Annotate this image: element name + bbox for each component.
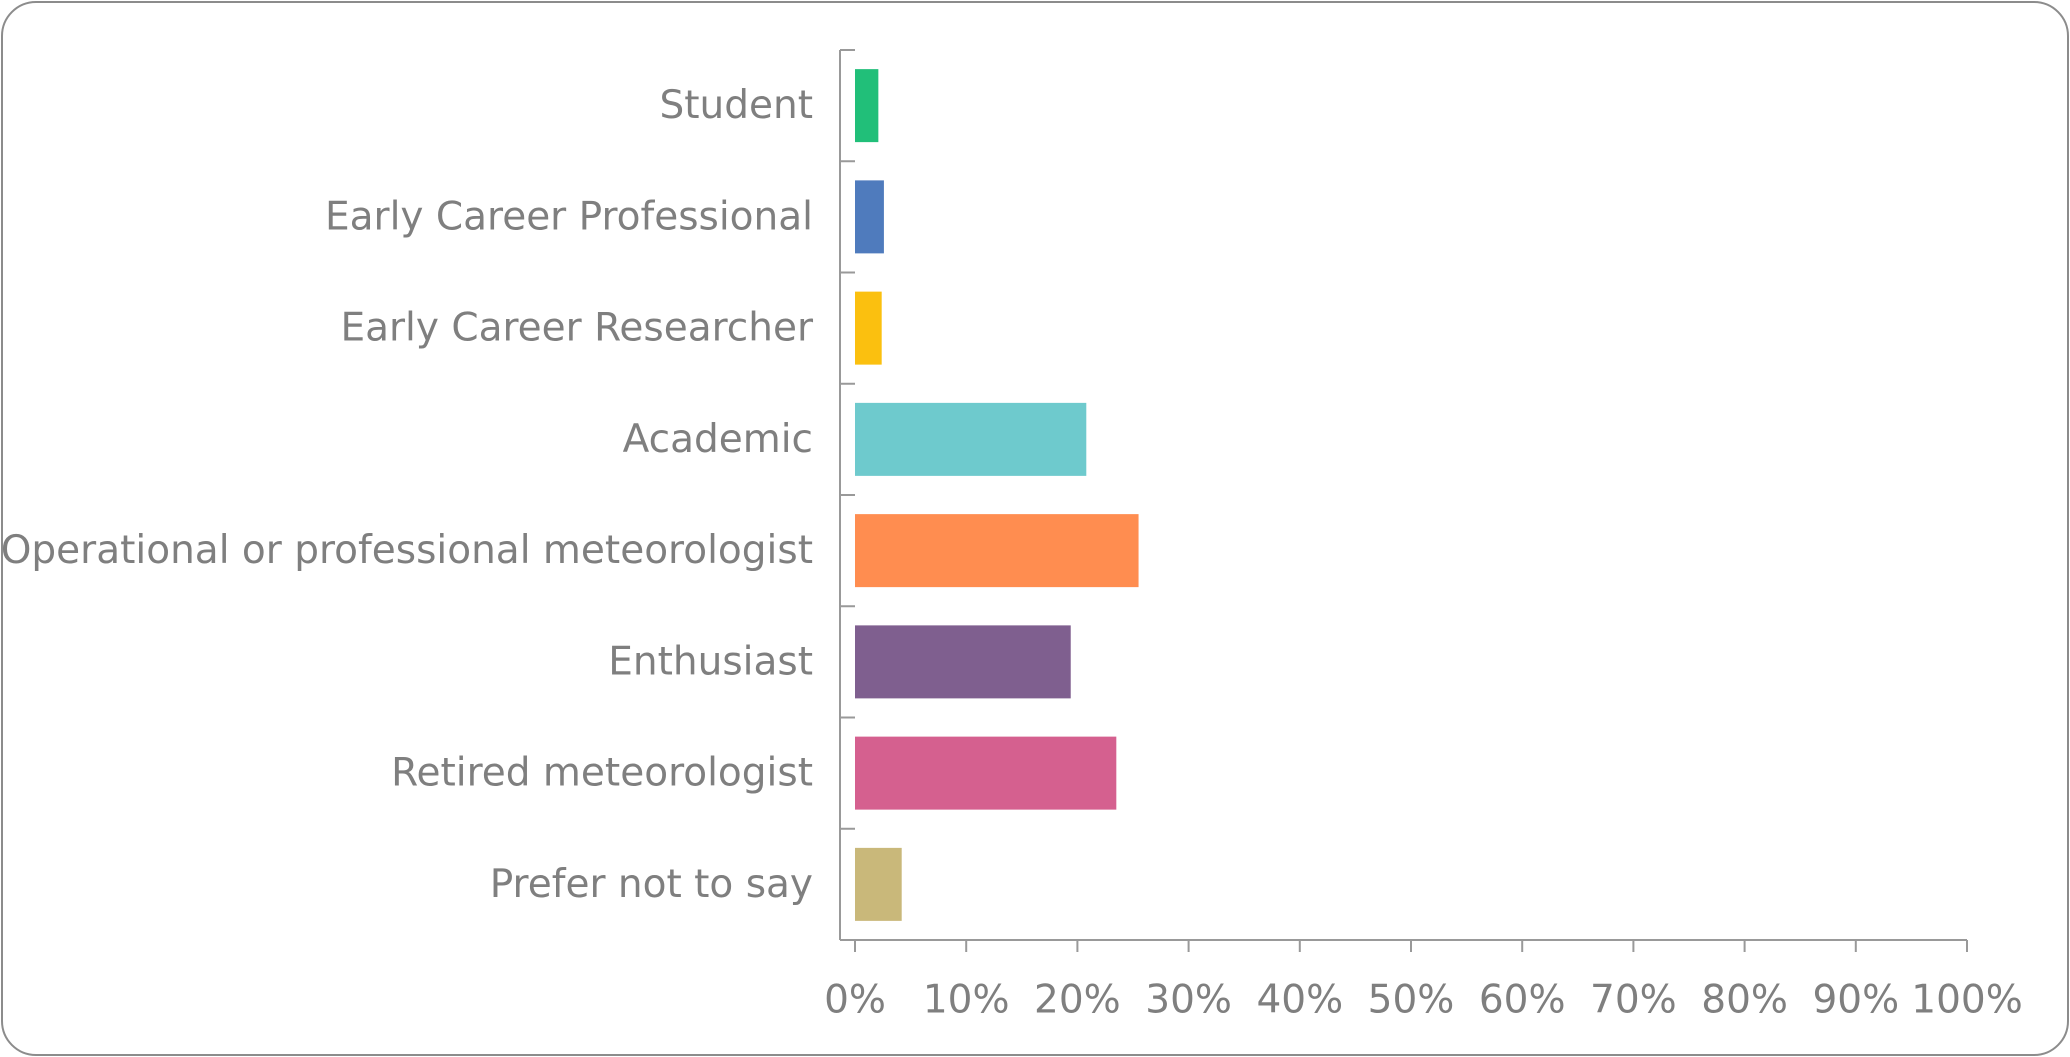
y-tick-label: Academic — [623, 417, 813, 462]
x-tick-label: 60% — [1479, 978, 1566, 1023]
y-tick-label: Retired meteorologist — [391, 751, 813, 796]
bar — [855, 514, 1139, 588]
x-tick-label: 10% — [923, 978, 1010, 1023]
y-tick-label: Early Career Researcher — [340, 306, 813, 351]
x-tick-label: 80% — [1701, 978, 1788, 1023]
x-tick-label: 70% — [1590, 978, 1677, 1023]
y-tick-label: Student — [659, 83, 813, 128]
bar — [855, 402, 1087, 476]
bar — [855, 736, 1117, 810]
bar — [855, 847, 902, 921]
x-tick-label: 100% — [1911, 978, 2023, 1023]
x-tick-label: 0% — [824, 978, 886, 1023]
x-tick-label: 90% — [1812, 978, 1899, 1023]
x-tick-label: 30% — [1145, 978, 1232, 1023]
bar — [855, 69, 879, 143]
bar — [855, 291, 882, 365]
x-tick-label: 40% — [1256, 978, 1343, 1023]
y-tick-label: Enthusiast — [608, 639, 813, 684]
y-tick-label: Early Career Professional — [325, 194, 813, 239]
x-tick-label: 20% — [1034, 978, 1121, 1023]
bar — [855, 625, 1071, 699]
x-tick-label: 50% — [1368, 978, 1455, 1023]
bar — [855, 180, 884, 254]
y-tick-label: Prefer not to say — [490, 862, 813, 907]
y-tick-label: Operational or professional meteorologis… — [1, 528, 813, 573]
